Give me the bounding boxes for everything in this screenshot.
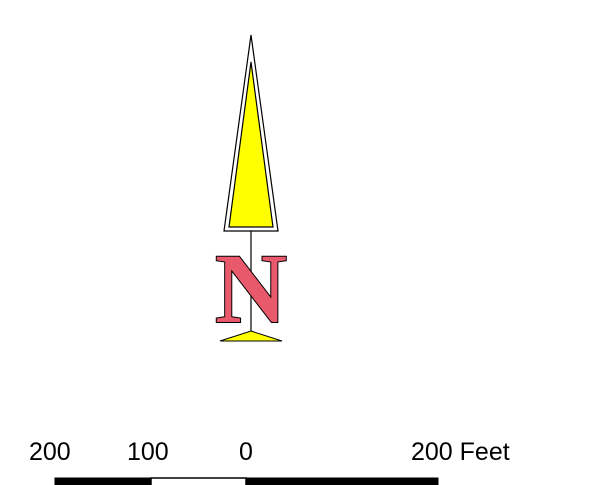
scale-label-0: 0 [239, 438, 253, 466]
scale-label-200-left: 200 [29, 438, 71, 466]
scale-segment-1 [54, 477, 152, 485]
scale-label-100: 100 [127, 438, 169, 466]
north-needle [228, 61, 274, 228]
scale-label-200-feet: 200 Feet [411, 438, 510, 466]
north-letter: N [215, 233, 287, 344]
scale-segment-3 [245, 477, 439, 485]
scale-segment-2 [150, 477, 247, 485]
